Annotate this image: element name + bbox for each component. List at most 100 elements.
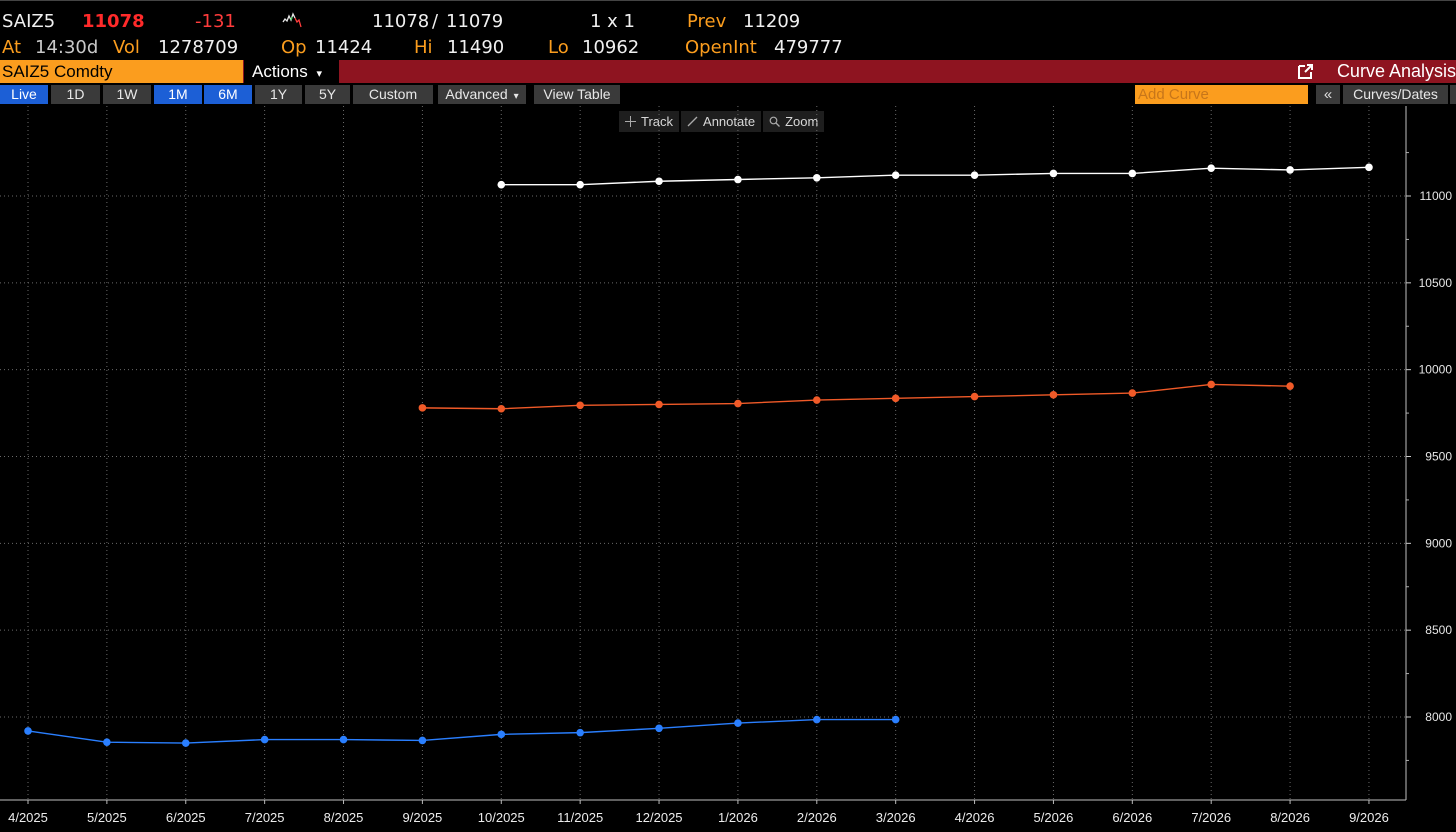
x-tick-label: 9/2026	[1349, 810, 1389, 825]
series-line-1	[422, 383, 1291, 410]
low-label: Lo	[548, 37, 569, 58]
x-tick-label: 6/2026	[1112, 810, 1152, 825]
x-tick-label: 1/2026	[718, 810, 758, 825]
series-point-0	[655, 177, 663, 186]
series-point-0	[576, 180, 584, 189]
ticker-symbol: SAIZ5	[2, 11, 56, 32]
ask-price: 11079	[446, 11, 504, 32]
series-point-2	[339, 735, 348, 744]
y-tick-label: 10500	[1419, 276, 1453, 290]
title-bar: SAIZ5 Comdty Actions ▾ Curve Analysis	[0, 60, 1456, 83]
net-change: -131	[195, 11, 236, 32]
series-point-0	[1365, 163, 1373, 172]
pop-out-icon[interactable]	[1297, 63, 1314, 80]
series-line-2	[27, 718, 896, 744]
actions-label: Actions	[252, 62, 308, 81]
x-tick-label: 7/2025	[245, 810, 285, 825]
prev-value: 11209	[743, 11, 801, 32]
series-point-2	[734, 719, 742, 727]
annotate-tool-button[interactable]: Annotate	[681, 111, 762, 132]
series-point-0	[891, 171, 900, 179]
y-tick-label: 9000	[1425, 536, 1452, 550]
track-tool-button[interactable]: Track	[619, 111, 680, 132]
last-price: 11078	[82, 11, 145, 32]
annotate-label: Annotate	[703, 114, 756, 129]
x-tick-label: 4/2026	[955, 810, 995, 825]
chart-tools: Track Annotate Zoom	[619, 111, 826, 132]
range-6m-button[interactable]: 6M	[204, 85, 252, 104]
mini-price-chart-icon	[282, 10, 304, 30]
series-point-1	[1286, 382, 1294, 390]
range-1d-button[interactable]: 1D	[51, 85, 100, 104]
range-5y-button[interactable]: 5Y	[305, 85, 350, 104]
view-table-button[interactable]: View Table	[534, 85, 620, 104]
range-1w-button[interactable]: 1W	[103, 85, 151, 104]
series-point-0	[970, 171, 979, 179]
x-tick-label: 7/2026	[1191, 810, 1231, 825]
track-label: Track	[641, 114, 674, 129]
series-point-1	[418, 404, 427, 412]
low-value: 10962	[582, 37, 640, 58]
series-line-0	[501, 166, 1369, 186]
x-tick-label: 8/2025	[324, 810, 364, 825]
series-point-2	[418, 736, 427, 745]
advanced-label: Advanced	[445, 86, 508, 102]
x-tick-label: 4/2025	[8, 810, 48, 825]
bid-ask-size: 1 x 1	[590, 11, 635, 32]
actions-menu-button[interactable]: Actions ▾	[244, 60, 339, 83]
crosshair-icon	[625, 116, 636, 127]
zoom-label: Zoom	[785, 114, 819, 129]
y-tick-label: 11000	[1420, 189, 1453, 203]
open-value: 11424	[315, 37, 373, 58]
series-point-2	[813, 715, 821, 724]
range-1y-button[interactable]: 1Y	[255, 85, 302, 104]
x-tick-label: 9/2025	[403, 810, 443, 825]
series-point-0	[1128, 169, 1137, 178]
series-point-2	[181, 739, 190, 747]
pencil-icon	[687, 116, 698, 127]
security-field[interactable]: SAIZ5 Comdty	[0, 60, 243, 83]
series-point-1	[891, 394, 900, 403]
series-point-2	[24, 727, 32, 735]
series-point-1	[1049, 391, 1058, 399]
advanced-menu-button[interactable]: Advanced ▾	[438, 85, 526, 104]
range-live-button[interactable]: Live	[0, 85, 48, 104]
series-point-1	[1207, 380, 1215, 389]
series-point-0	[1286, 166, 1294, 174]
y-tick-label: 8000	[1425, 710, 1452, 724]
open-interest-value: 479777	[774, 37, 843, 58]
x-tick-label: 11/2025	[557, 810, 603, 825]
x-tick-label: 3/2026	[876, 810, 916, 825]
high-label: Hi	[414, 37, 433, 58]
series-point-0	[813, 173, 821, 182]
open-label: Op	[281, 37, 307, 58]
add-curve-input[interactable]: Add Curve	[1135, 85, 1308, 104]
range-1m-button[interactable]: 1M	[154, 85, 202, 104]
x-tick-label: 5/2025	[87, 810, 127, 825]
bid-price: 11078	[372, 11, 430, 32]
x-tick-label: 6/2025	[166, 810, 206, 825]
series-point-1	[497, 404, 506, 413]
open-interest-label: OpenInt	[685, 37, 757, 58]
range-custom-button[interactable]: Custom	[353, 85, 433, 104]
high-value: 11490	[447, 37, 505, 58]
series-point-1	[655, 400, 663, 409]
y-tick-label: 8500	[1425, 623, 1452, 637]
prev-label: Prev	[687, 11, 727, 32]
series-point-2	[497, 730, 506, 739]
series-point-0	[497, 180, 506, 189]
vol-value: 1278709	[158, 37, 239, 58]
series-point-0	[1207, 164, 1215, 173]
curve-chart[interactable]: 8000 8500 9000 9500 10000 10500 11000 4/2025 5/2…	[0, 104, 1456, 832]
curves-dates-dropdown[interactable]	[1450, 85, 1456, 104]
quote-time: 14:30d	[35, 37, 99, 58]
y-tick-label: 9500	[1425, 450, 1452, 464]
collapse-panel-button[interactable]: «	[1316, 85, 1340, 104]
zoom-tool-button[interactable]: Zoom	[763, 111, 825, 132]
curves-dates-button[interactable]: Curves/Dates	[1343, 85, 1448, 104]
x-tick-label: 2/2026	[797, 810, 837, 825]
y-tick-label: 10000	[1419, 363, 1453, 377]
series-point-2	[260, 735, 269, 744]
screen-title: Curve Analysis	[1336, 61, 1456, 81]
at-label: At	[2, 37, 22, 58]
